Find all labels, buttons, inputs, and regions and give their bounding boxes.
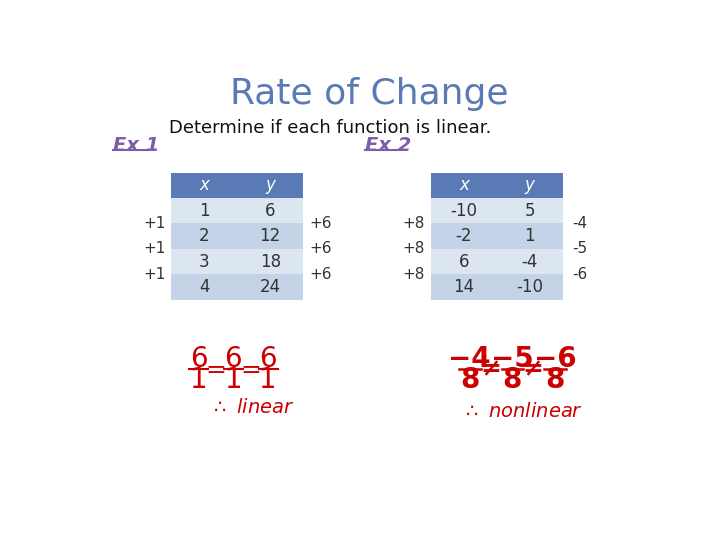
Bar <box>171 198 303 224</box>
Text: Ex 1: Ex 1 <box>113 136 160 155</box>
Text: ≠: ≠ <box>523 357 544 382</box>
Text: -10: -10 <box>451 202 477 220</box>
Text: 24: 24 <box>260 278 281 296</box>
Bar <box>431 173 563 198</box>
Text: 14: 14 <box>454 278 474 296</box>
Text: $\therefore$ nonlinear: $\therefore$ nonlinear <box>462 402 583 421</box>
Bar <box>171 274 303 300</box>
Text: y: y <box>525 176 535 194</box>
Text: 12: 12 <box>260 227 281 245</box>
Text: =: = <box>240 357 261 382</box>
Text: -10: -10 <box>516 278 544 296</box>
Text: +1: +1 <box>143 267 166 282</box>
Text: 6: 6 <box>259 345 277 373</box>
Bar <box>431 198 563 224</box>
Text: +8: +8 <box>402 216 425 231</box>
Text: Ex 2: Ex 2 <box>365 136 412 155</box>
Text: −6: −6 <box>534 345 576 373</box>
Text: 1: 1 <box>189 367 207 395</box>
Text: +1: +1 <box>143 241 166 256</box>
Text: Rate of Change: Rate of Change <box>230 77 508 111</box>
Text: 1: 1 <box>259 367 277 395</box>
Text: −4: −4 <box>449 345 491 373</box>
Text: +8: +8 <box>402 241 425 256</box>
Text: 6: 6 <box>265 202 276 220</box>
Text: =: = <box>205 357 226 382</box>
Text: 1: 1 <box>225 367 242 395</box>
Text: 5: 5 <box>525 202 535 220</box>
Bar <box>431 249 563 274</box>
Bar <box>171 173 303 198</box>
Text: x: x <box>459 176 469 194</box>
Text: Determine if each function is linear.: Determine if each function is linear. <box>169 119 492 137</box>
Text: 2: 2 <box>199 227 210 245</box>
Bar <box>171 249 303 274</box>
Text: -6: -6 <box>572 267 588 282</box>
Text: 3: 3 <box>199 253 210 271</box>
Text: 8: 8 <box>460 367 480 395</box>
Text: 1: 1 <box>524 227 535 245</box>
Text: -4: -4 <box>572 216 588 231</box>
Text: +6: +6 <box>309 267 331 282</box>
Text: 6: 6 <box>225 345 242 373</box>
Text: -5: -5 <box>572 241 588 256</box>
Bar <box>171 224 303 249</box>
Text: +8: +8 <box>402 267 425 282</box>
Text: 6: 6 <box>189 345 207 373</box>
Text: +6: +6 <box>309 216 331 231</box>
Text: -2: -2 <box>456 227 472 245</box>
Text: 4: 4 <box>199 278 210 296</box>
Text: +6: +6 <box>309 241 331 256</box>
Text: -4: -4 <box>521 253 538 271</box>
Text: 18: 18 <box>260 253 281 271</box>
Text: $\therefore$ linear: $\therefore$ linear <box>210 398 294 417</box>
Text: y: y <box>265 176 275 194</box>
Bar <box>431 224 563 249</box>
Text: −5: −5 <box>491 345 534 373</box>
Text: x: x <box>199 176 210 194</box>
Text: ≠: ≠ <box>480 357 501 382</box>
Bar <box>431 274 563 300</box>
Text: 8: 8 <box>545 367 564 395</box>
Text: 6: 6 <box>459 253 469 271</box>
Text: +1: +1 <box>143 216 166 231</box>
Text: 1: 1 <box>199 202 210 220</box>
Text: 8: 8 <box>503 367 522 395</box>
